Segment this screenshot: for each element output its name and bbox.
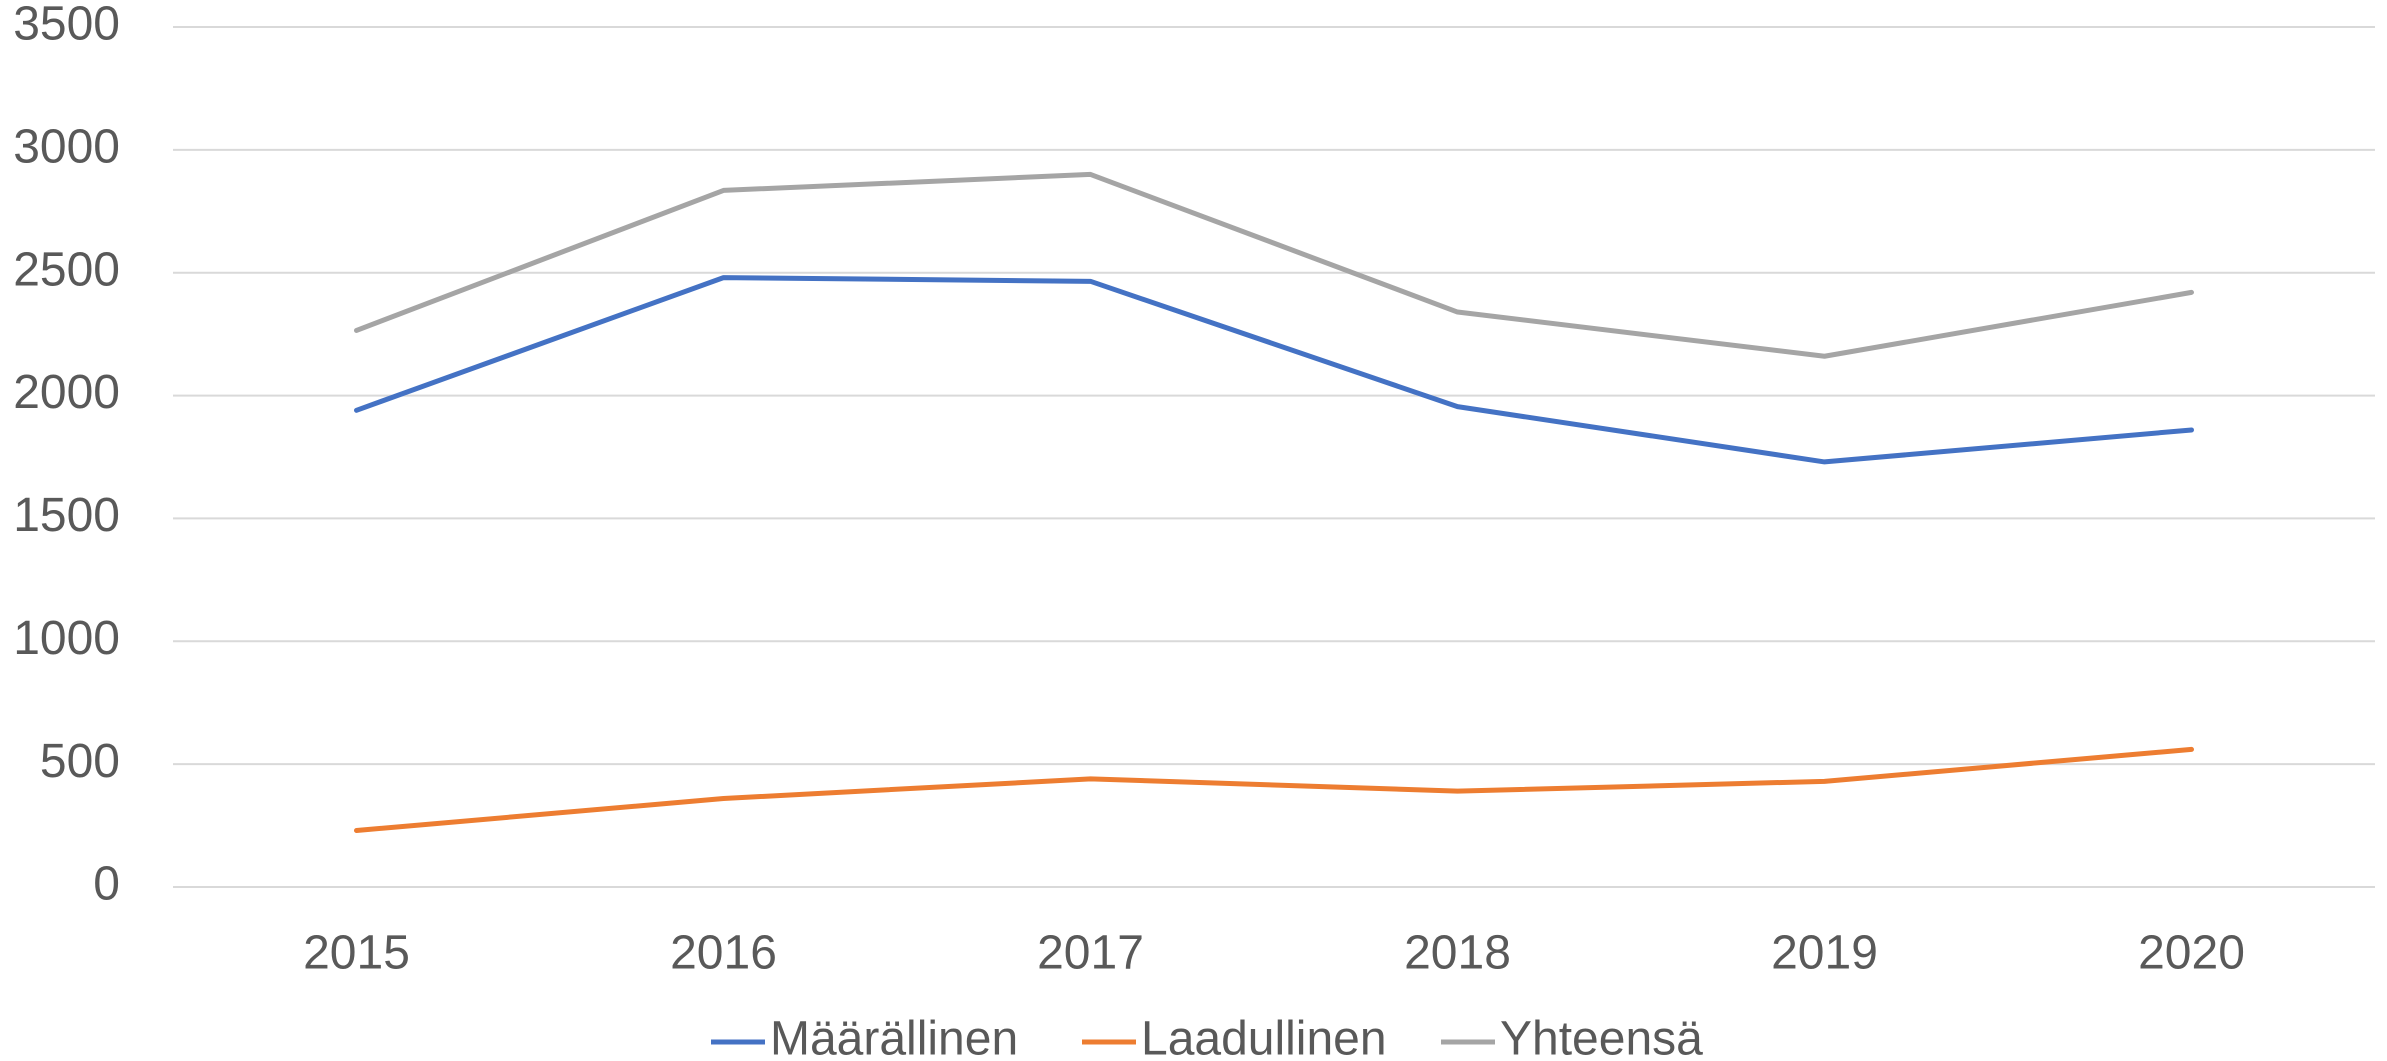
x-tick-label: 2015 [303,927,410,980]
series-line [354,171,2194,359]
y-tick-label: 1000 [13,612,120,665]
legend-label: Laadullinen [1141,1013,1387,1061]
legend-label: Yhteensä [1500,1013,1703,1061]
x-tick-label: 2016 [670,927,777,980]
x-tick-label: 2018 [1404,927,1511,980]
y-tick-label: 1500 [13,489,120,542]
y-tick-label: 2000 [13,366,120,419]
y-tick-label: 3500 [13,0,120,51]
series-line [354,275,2194,465]
series-line [354,746,2194,833]
y-tick-label: 2500 [13,243,120,296]
y-tick-label: 500 [40,735,120,788]
legend-label: Määrällinen [770,1013,1018,1061]
x-tick-label: 2020 [2138,927,2245,980]
x-tick-label: 2019 [1771,927,1878,980]
y-tick-label: 3000 [13,121,120,174]
x-tick-label: 2017 [1037,927,1144,980]
y-tick-label: 0 [93,858,120,911]
